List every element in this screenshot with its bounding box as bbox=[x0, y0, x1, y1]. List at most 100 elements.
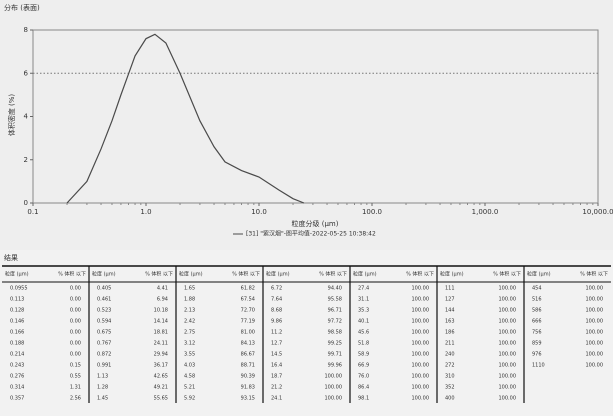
table-cell: 86.67 bbox=[241, 352, 255, 358]
table-cell: 8.68 bbox=[271, 308, 282, 314]
table-cell: 0.166 bbox=[10, 330, 24, 336]
table-cell: 100.00 bbox=[412, 341, 430, 347]
table-cell: 100.00 bbox=[586, 286, 604, 292]
table-cell: 1.88 bbox=[184, 297, 195, 303]
table-cell: 0.128 bbox=[10, 308, 24, 314]
table-cell: 2.13 bbox=[184, 308, 195, 314]
table-cell: 144 bbox=[445, 308, 455, 314]
table-cell: 100.00 bbox=[499, 308, 517, 314]
table-cell: 1.45 bbox=[97, 396, 108, 402]
table-cell: 0.00 bbox=[70, 330, 81, 336]
table-cell: 9.86 bbox=[271, 319, 282, 325]
table-cell: 976 bbox=[532, 352, 542, 358]
table-title: 结果 bbox=[4, 253, 18, 262]
table-cell: 88.71 bbox=[241, 363, 255, 369]
table-cell: 99.71 bbox=[328, 352, 342, 358]
table-cell: 99.25 bbox=[328, 341, 342, 347]
table-cell: 100.00 bbox=[412, 319, 430, 325]
table-cell: 100.00 bbox=[499, 341, 517, 347]
table-cell: 100.00 bbox=[499, 363, 517, 369]
table-cell: 0.405 bbox=[97, 286, 111, 292]
table-cell: 100.00 bbox=[499, 330, 517, 336]
table-cell: 51.8 bbox=[358, 341, 369, 347]
x-tick-label: 1.0 bbox=[140, 208, 151, 216]
table-cell: 0.55 bbox=[70, 374, 81, 380]
y-tick-label: 6 bbox=[24, 69, 29, 77]
table-cell: 100.00 bbox=[412, 330, 430, 336]
table-cell: 0.00 bbox=[70, 352, 81, 358]
table-cell: 18.7 bbox=[271, 374, 282, 380]
table-cell: 97.72 bbox=[328, 319, 342, 325]
y-tick-label: 8 bbox=[24, 26, 28, 34]
table-cell: 100.00 bbox=[412, 396, 430, 402]
table-cell: 55.65 bbox=[154, 396, 168, 402]
table-cell: 76.0 bbox=[358, 374, 369, 380]
table-cell: 0.00 bbox=[70, 308, 81, 314]
table-cell: 100.00 bbox=[586, 330, 604, 336]
table-cell: 100.00 bbox=[499, 286, 517, 292]
table-cell: 29.94 bbox=[154, 352, 168, 358]
column-header: % 体积 以下 bbox=[145, 271, 173, 278]
table-cell: 100.00 bbox=[499, 319, 517, 325]
table-cell: 72.70 bbox=[241, 308, 255, 314]
table-cell: 1.28 bbox=[97, 385, 108, 391]
column-header: % 体积 以下 bbox=[232, 271, 260, 278]
table-cell: 100.00 bbox=[412, 286, 430, 292]
chart-panel bbox=[0, 0, 613, 250]
table-cell: 4.03 bbox=[184, 363, 195, 369]
table-cell: 111 bbox=[445, 286, 455, 292]
table-cell: 100.00 bbox=[499, 396, 517, 402]
table-cell: 66.9 bbox=[358, 363, 369, 369]
table-cell: 0.594 bbox=[97, 319, 111, 325]
table-cell: 77.19 bbox=[241, 319, 255, 325]
table-cell: 211 bbox=[445, 341, 455, 347]
table-cell: 90.39 bbox=[241, 374, 255, 380]
table-cell: 100.00 bbox=[499, 297, 517, 303]
table-cell: 586 bbox=[532, 308, 542, 314]
table-cell: 100.00 bbox=[412, 352, 430, 358]
table-cell: 1.31 bbox=[70, 385, 81, 391]
y-tick-label: 4 bbox=[24, 113, 29, 121]
y-tick-label: 2 bbox=[24, 156, 28, 164]
table-cell: 0.146 bbox=[10, 319, 24, 325]
table-cell: 42.65 bbox=[154, 374, 168, 380]
table-cell: 1.13 bbox=[97, 374, 108, 380]
table-cell: 100.00 bbox=[412, 374, 430, 380]
table-cell: 100.00 bbox=[499, 374, 517, 380]
table-cell: 516 bbox=[532, 297, 542, 303]
table-cell: 1110 bbox=[532, 363, 545, 369]
table-cell: 4.41 bbox=[157, 286, 168, 292]
x-axis-label: 粒度分级 (μm) bbox=[292, 219, 339, 228]
y-axis-label: 体积密度 (%) bbox=[7, 94, 16, 137]
table-cell: 859 bbox=[532, 341, 542, 347]
table-cell: 6.94 bbox=[157, 297, 168, 303]
table-cell: 0.767 bbox=[97, 341, 111, 347]
table-cell: 4.58 bbox=[184, 374, 195, 380]
chart-title: 分布 (表面) bbox=[4, 3, 40, 12]
table-cell: 81.00 bbox=[241, 330, 255, 336]
table-cell: 40.1 bbox=[358, 319, 369, 325]
table-cell: 0.00 bbox=[70, 286, 81, 292]
legend-entry: [31] "紫汉烟"-图平均值-2022-05-25 10:38:42 bbox=[246, 230, 376, 238]
table-cell: 11.2 bbox=[271, 330, 282, 336]
table-cell: 5.92 bbox=[184, 396, 195, 402]
table-cell: 100.00 bbox=[586, 308, 604, 314]
table-cell: 98.1 bbox=[358, 396, 369, 402]
table-cell: 96.71 bbox=[328, 308, 342, 314]
table-cell: 100.00 bbox=[412, 308, 430, 314]
table-cell: 99.96 bbox=[328, 363, 342, 369]
table-cell: 400 bbox=[445, 396, 455, 402]
table-cell: 93.15 bbox=[241, 396, 255, 402]
table-cell: 310 bbox=[445, 374, 455, 380]
table-cell: 21.2 bbox=[271, 385, 282, 391]
table-cell: 61.82 bbox=[241, 286, 255, 292]
table-cell: 100.00 bbox=[586, 352, 604, 358]
column-header: 粒度 (μm) bbox=[5, 271, 29, 278]
x-tick-label: 10.0 bbox=[251, 208, 267, 216]
table-cell: 45.6 bbox=[358, 330, 369, 336]
table-cell: 100.00 bbox=[325, 396, 343, 402]
table-cell: 100.00 bbox=[586, 297, 604, 303]
table-cell: 84.13 bbox=[241, 341, 255, 347]
